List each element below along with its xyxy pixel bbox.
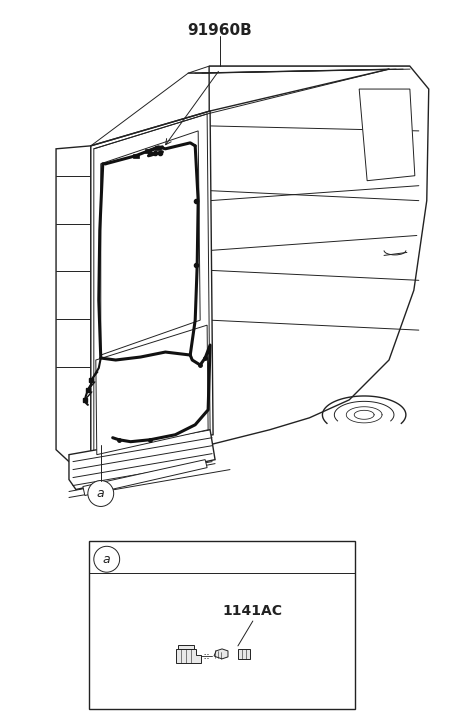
Text: 1141AC: 1141AC [222, 604, 282, 618]
Polygon shape [83, 459, 207, 496]
Bar [132, 154, 138, 158]
Text: a: a [103, 553, 110, 566]
Polygon shape [91, 111, 212, 454]
Polygon shape [214, 649, 227, 659]
Bar [89, 542, 354, 709]
Polygon shape [69, 430, 215, 489]
Polygon shape [96, 325, 207, 454]
Polygon shape [209, 66, 428, 445]
Text: 91960B: 91960B [187, 23, 252, 39]
Polygon shape [178, 645, 194, 649]
Polygon shape [359, 89, 414, 181]
Polygon shape [56, 146, 91, 465]
Polygon shape [101, 131, 200, 355]
Polygon shape [176, 649, 201, 663]
Circle shape [87, 481, 114, 507]
Bar [155, 146, 161, 150]
Text: a: a [97, 487, 104, 500]
Polygon shape [188, 66, 409, 73]
Polygon shape [94, 114, 210, 451]
Polygon shape [237, 649, 249, 659]
Circle shape [94, 546, 120, 572]
Bar [145, 149, 151, 153]
